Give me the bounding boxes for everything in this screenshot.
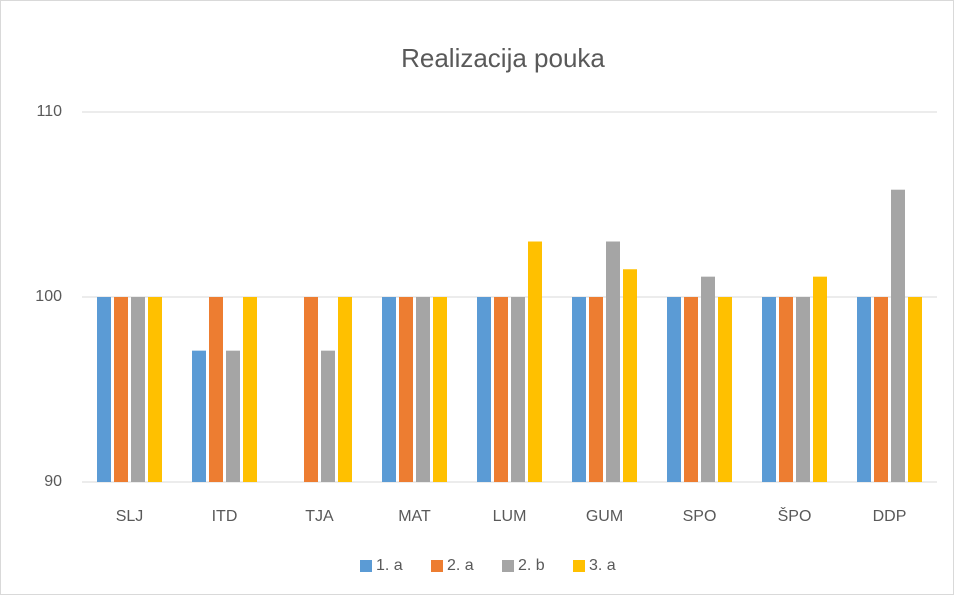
x-tick-label: SPO xyxy=(683,508,717,525)
bar xyxy=(131,297,145,482)
bar xyxy=(148,297,162,482)
bar xyxy=(684,297,698,482)
bar xyxy=(891,189,905,482)
legend-label: 3. a xyxy=(589,557,616,574)
bar xyxy=(433,297,447,482)
chart-title: Realizacija pouka xyxy=(401,43,605,73)
bar xyxy=(528,241,542,482)
bar xyxy=(338,297,352,482)
x-tick-label: MAT xyxy=(398,508,431,525)
bar xyxy=(399,297,413,482)
bar xyxy=(718,297,732,482)
bar xyxy=(796,297,810,482)
bar xyxy=(606,241,620,482)
bar xyxy=(97,297,111,482)
bar xyxy=(762,297,776,482)
bar xyxy=(908,297,922,482)
y-tick-label: 90 xyxy=(44,473,62,490)
legend-label: 1. a xyxy=(376,557,403,574)
legend-swatch xyxy=(573,560,585,572)
x-tick-label: SLJ xyxy=(116,508,144,525)
bar xyxy=(477,297,491,482)
x-tick-label: LUM xyxy=(493,508,527,525)
x-tick-label: ITD xyxy=(212,508,238,525)
x-tick-label: TJA xyxy=(305,508,334,525)
bar xyxy=(209,297,223,482)
legend-swatch xyxy=(502,560,514,572)
x-tick-label: GUM xyxy=(586,508,623,525)
bar xyxy=(779,297,793,482)
bar xyxy=(623,269,637,482)
bar xyxy=(589,297,603,482)
x-tick-label: DDP xyxy=(873,508,907,525)
y-tick-label: 100 xyxy=(35,288,62,305)
y-tick-label: 110 xyxy=(36,103,62,120)
bar xyxy=(114,297,128,482)
bar xyxy=(416,297,430,482)
bar xyxy=(857,297,871,482)
legend-label: 2. a xyxy=(447,557,474,574)
bar xyxy=(243,297,257,482)
bar xyxy=(226,350,240,482)
bar xyxy=(667,297,681,482)
bar xyxy=(701,276,715,482)
bar xyxy=(192,350,206,482)
bar xyxy=(813,276,827,482)
legend-swatch xyxy=(431,560,443,572)
bar xyxy=(321,350,335,482)
bar xyxy=(304,297,318,482)
bar xyxy=(494,297,508,482)
bar xyxy=(572,297,586,482)
x-tick-label: ŠPO xyxy=(778,506,812,525)
bar xyxy=(511,297,525,482)
legend-swatch xyxy=(360,560,372,572)
bar xyxy=(382,297,396,482)
bar xyxy=(874,297,888,482)
legend-label: 2. b xyxy=(518,557,545,574)
